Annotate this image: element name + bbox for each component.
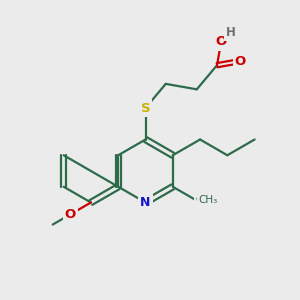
Text: CH₃: CH₃ bbox=[198, 195, 218, 205]
Text: N: N bbox=[140, 196, 151, 209]
Text: S: S bbox=[141, 101, 150, 115]
Text: O: O bbox=[65, 208, 76, 221]
Text: O: O bbox=[235, 55, 246, 68]
Text: O: O bbox=[215, 35, 227, 48]
Text: CH₃: CH₃ bbox=[196, 195, 217, 205]
Text: H: H bbox=[226, 26, 236, 39]
